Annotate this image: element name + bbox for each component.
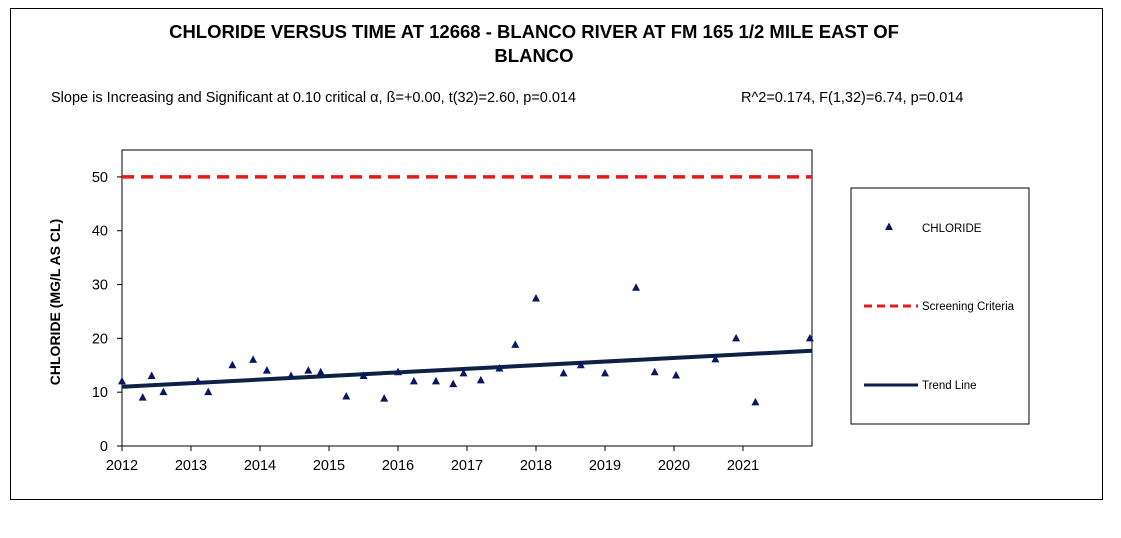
data-point [262,366,271,374]
chart-title: CHLORIDE VERSUS TIME AT 12668 - BLANCO R… [90,20,978,68]
data-point [459,368,468,377]
x-tick-label: 2012 [106,458,138,474]
slope-stats-text: Slope is Increasing and Significant at 0… [51,90,577,106]
chart-frame [10,8,1103,500]
data-point [204,387,213,396]
data-point [650,367,659,376]
data-point [159,387,168,396]
trend-line [121,348,813,389]
y-tick-label: 30 [92,278,108,294]
plot-area [121,149,813,447]
data-point [304,366,313,374]
x-tick-label: 2015 [313,458,345,474]
data-point [576,360,585,369]
data-point [380,394,389,402]
data-point [511,340,520,348]
data-point [495,364,504,372]
chart-title-line-2: BLANCO [494,45,574,66]
data-point [449,379,458,388]
data-point [342,391,351,400]
data-point [601,368,609,377]
chart-title-line-1: CHLORIDE VERSUS TIME AT 12668 - BLANCO R… [169,21,899,42]
data-point [316,367,325,376]
legend-trend-label: Trend Line [922,380,977,392]
data-point [751,397,760,406]
data-point [228,360,237,369]
legend-chloride-label: CHLORIDE [922,223,982,235]
data-point [431,376,440,385]
y-tick-label: 40 [92,224,108,240]
data-point [711,354,720,363]
data-point [147,371,156,380]
x-tick-label: 2013 [175,458,207,474]
y-tick-label: 10 [92,385,108,401]
y-tick-label: 20 [92,331,108,347]
data-point [732,333,741,342]
data-point [193,376,202,385]
data-point [805,333,814,342]
data-point [394,367,402,376]
data-point [632,283,641,291]
data-point [476,375,485,384]
y-axis-label: CHLORIDE (MG/L AS CL) [47,219,63,385]
y-tick-label: 50 [92,170,108,186]
legend-chloride-marker [885,222,893,230]
x-tick-label: 2018 [520,458,552,474]
y-tick-label: 0 [100,439,108,455]
x-tick-label: 2021 [727,458,759,474]
x-tick-label: 2019 [589,458,621,474]
data-point [409,376,418,385]
x-tick-label: 2014 [244,458,276,474]
data-point [287,371,296,380]
regression-stats-text: R^2=0.174, F(1,32)=6.74, p=0.014 [741,90,964,106]
legend-screening-label: Screening Criteria [922,301,1015,313]
x-tick-label: 2016 [382,458,414,474]
data-point [359,371,368,380]
data-point [532,294,540,302]
x-tick-label: 2020 [658,458,690,474]
x-tick-label: 2017 [451,458,483,474]
data-point [118,376,126,385]
data-point [672,370,681,379]
data-point [249,355,258,363]
data-point [138,393,147,401]
data-point [559,368,568,377]
